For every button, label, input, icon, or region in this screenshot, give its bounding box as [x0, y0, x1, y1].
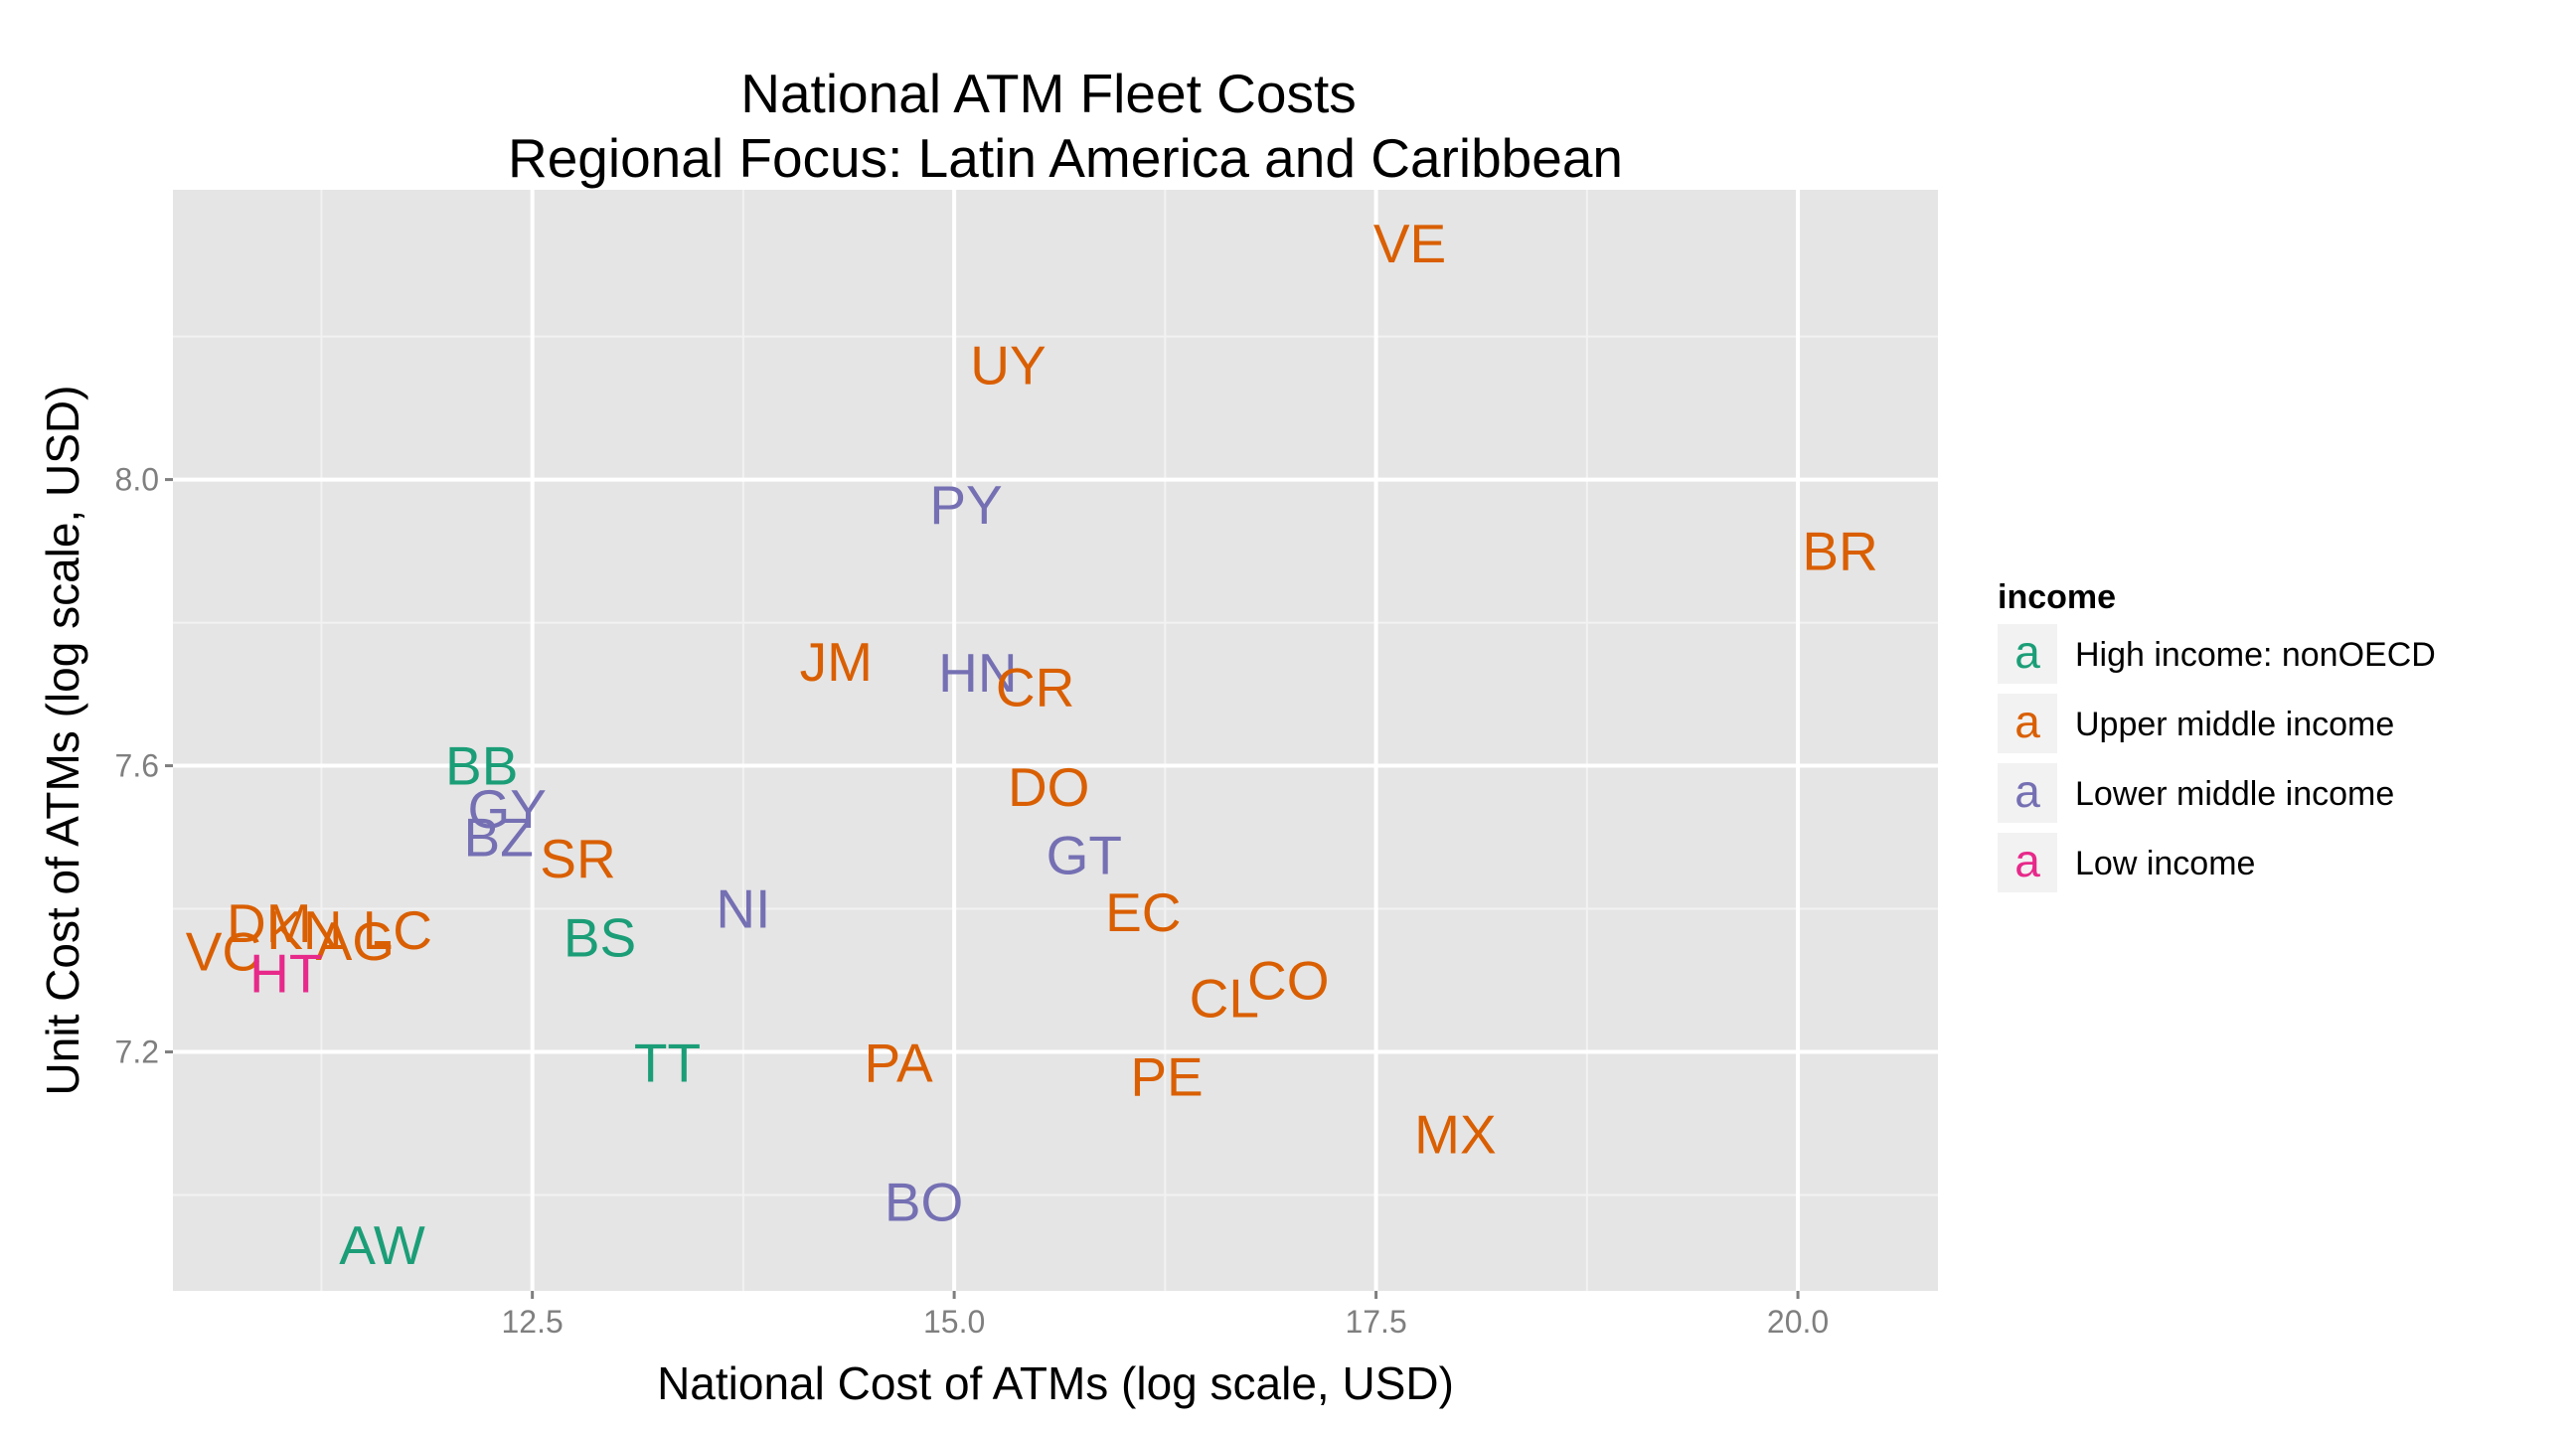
point-label-bs: BS: [564, 906, 636, 968]
point-label-pe: PE: [1130, 1046, 1203, 1108]
point-label-hn: HN: [938, 642, 1017, 704]
x-tick-label: 12.5: [502, 1304, 564, 1340]
point-label-kn: KN: [266, 899, 342, 961]
point-label-ag: AG: [316, 910, 395, 972]
y-tick-label: 7.2: [115, 1034, 159, 1070]
point-label-mx: MX: [1414, 1103, 1497, 1165]
point-label-cr: CR: [996, 656, 1074, 717]
point-label-ve: VE: [1373, 213, 1446, 274]
y-tick-label: 8.0: [115, 462, 159, 498]
point-label-cl: CL: [1190, 968, 1259, 1030]
point-label-ni: NI: [716, 878, 770, 940]
chart-subtitle: Regional Focus: Latin America and Caribb…: [508, 127, 1623, 189]
point-label-bb: BB: [445, 735, 518, 797]
point-label-bo: BO: [885, 1172, 963, 1233]
legend: income a High income: nonOECD a Upper middl…: [1998, 578, 2436, 892]
legend-label: Low income: [2075, 845, 2255, 882]
point-label-uy: UY: [970, 334, 1046, 396]
point-label-aw: AW: [339, 1214, 425, 1276]
point-label-vc: VC: [186, 921, 261, 983]
legend-key: [1998, 833, 2057, 892]
point-label-co: CO: [1247, 950, 1330, 1012]
point-label-gy: GY: [467, 778, 546, 840]
point-label-sr: SR: [540, 828, 615, 889]
point-label-lc: LC: [363, 899, 432, 961]
plot-panel: [173, 190, 1938, 1291]
point-label-ec: EC: [1105, 881, 1181, 943]
legend-label: Lower middle income: [2075, 775, 2394, 813]
legend-key-glyph: a: [2014, 835, 2040, 886]
grid-minor: [173, 190, 1938, 1291]
legend-key: [1998, 624, 2057, 684]
y-axis-title: Unit Cost of ATMs (log scale, USD): [37, 386, 88, 1096]
legend-title: income: [1998, 578, 2116, 616]
point-label-gt: GT: [1046, 825, 1122, 886]
point-label-do: DO: [1008, 756, 1090, 818]
legend-key: [1998, 694, 2057, 753]
x-axis-title: National Cost of ATMs (log scale, USD): [657, 1357, 1454, 1409]
point-label-ht: HT: [249, 942, 322, 1004]
chart-title: National ATM Fleet Costs: [740, 63, 1356, 124]
legend-key-glyph: a: [2014, 765, 2040, 817]
legend-key: [1998, 763, 2057, 823]
point-label-dm: DM: [227, 892, 312, 954]
point-label-pa: PA: [864, 1032, 933, 1093]
point-label-br: BR: [1802, 521, 1877, 582]
x-axis: 12.5 15.0 17.5 20.0: [502, 1291, 1829, 1340]
legend-label: High income: nonOECD: [2075, 636, 2436, 674]
point-label-py: PY: [929, 474, 1002, 536]
y-tick-label: 7.6: [115, 748, 159, 784]
point-label-jm: JM: [800, 631, 873, 693]
legend-label: Upper middle income: [2075, 706, 2394, 743]
x-tick-label: 20.0: [1767, 1304, 1829, 1340]
point-label-bz: BZ: [464, 807, 534, 869]
x-tick-label: 17.5: [1345, 1304, 1406, 1340]
legend-key-glyph: a: [2014, 626, 2040, 678]
x-tick-label: 15.0: [923, 1304, 985, 1340]
grid-major: [173, 190, 1938, 1291]
legend-key-glyph: a: [2014, 696, 2040, 747]
point-label-tt: TT: [634, 1032, 701, 1093]
y-axis: 7.2 7.6 8.0: [115, 462, 173, 1070]
